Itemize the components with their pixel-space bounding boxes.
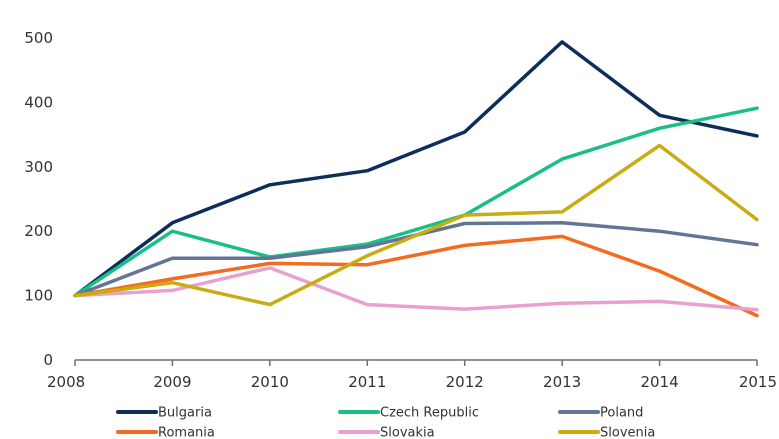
series-line-bulgaria <box>73 40 759 298</box>
y-tick-label: 100 <box>24 287 53 305</box>
legend-label: Romania <box>158 426 215 439</box>
x-axis: 2008 2009 2010 2011 2012 2013 2014 2015 <box>47 359 777 391</box>
x-tick-label: 2015 <box>739 373 777 391</box>
x-tick-label: 2014 <box>640 373 678 391</box>
y-tick-label: 500 <box>24 29 53 47</box>
x-tick-label: 2009 <box>153 373 191 391</box>
series-line-czech-republic <box>73 106 759 298</box>
legend-label: Slovakia <box>380 426 435 439</box>
series-line-slovakia <box>73 266 759 312</box>
x-tick-label: 2013 <box>543 373 581 391</box>
x-tick-label: 2010 <box>251 373 289 391</box>
x-tick-label: 2008 <box>47 373 85 391</box>
series-line-slovenia <box>73 143 759 307</box>
legend: Bulgaria Czech Republic Poland Romania Slova… <box>116 406 655 439</box>
legend-item-romania: Romania <box>116 426 215 439</box>
series-line-romania <box>73 234 759 318</box>
legend-item-czech-republic: Czech Republic <box>338 406 479 421</box>
legend-label: Czech Republic <box>380 406 479 421</box>
y-tick-label: 0 <box>43 351 53 369</box>
y-axis-tick-labels: 0 100 200 300 400 500 <box>24 29 53 369</box>
x-tick-label: 2011 <box>348 373 386 391</box>
legend-label: Bulgaria <box>158 406 212 421</box>
legend-item-slovenia: Slovenia <box>558 426 655 439</box>
x-tick-label: 2012 <box>446 373 484 391</box>
y-tick-label: 400 <box>24 93 53 111</box>
series-lines <box>73 40 759 318</box>
legend-item-slovakia: Slovakia <box>338 426 435 439</box>
y-tick-label: 300 <box>24 158 53 176</box>
legend-item-poland: Poland <box>558 406 643 421</box>
y-tick-label: 200 <box>24 222 53 240</box>
legend-label: Poland <box>600 406 643 421</box>
legend-item-bulgaria: Bulgaria <box>116 406 212 421</box>
legend-label: Slovenia <box>600 426 655 439</box>
